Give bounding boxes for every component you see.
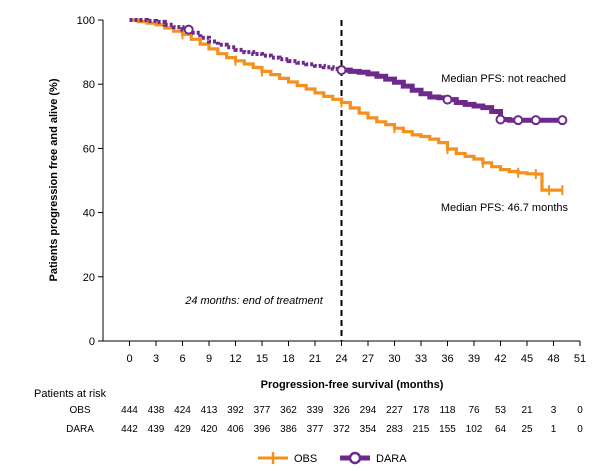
risk-count: 377 (307, 424, 324, 435)
x-tick-label: 30 (388, 353, 400, 365)
risk-count: 406 (227, 424, 244, 435)
x-tick-label: 9 (206, 353, 212, 365)
dara-censor-mark (336, 65, 347, 76)
risk-count: 339 (307, 405, 324, 416)
end-of-treatment-label: 24 months: end of treatment (184, 295, 324, 307)
x-tick-label: 36 (441, 353, 453, 365)
x-tick-label: 12 (229, 353, 241, 365)
risk-count: 283 (386, 424, 403, 435)
risk-count: 21 (521, 405, 533, 416)
dara-censor-mark (513, 115, 524, 126)
risk-count: 413 (201, 405, 218, 416)
dara-censor-mark (557, 115, 568, 126)
dara-censor-mark (442, 94, 453, 105)
legend-dara-marker (348, 451, 362, 465)
x-tick-label: 45 (521, 353, 533, 365)
x-tick-label: 0 (126, 353, 132, 365)
dara-censor-mark (495, 114, 506, 125)
risk-count: 155 (439, 424, 456, 435)
risk-count: 424 (174, 405, 191, 416)
y-tick-label: 100 (77, 15, 95, 27)
x-tick-label: 18 (282, 353, 294, 365)
risk-count: 429 (174, 424, 191, 435)
risk-count: 76 (468, 405, 480, 416)
dara-curve-early (129, 18, 344, 71)
risk-count: 444 (121, 405, 138, 416)
x-tick-label: 21 (309, 353, 321, 365)
risk-count: 438 (148, 405, 165, 416)
risk-count: 3 (551, 405, 557, 416)
risk-count: 25 (521, 424, 533, 435)
y-tick-label: 80 (83, 79, 95, 91)
risk-count: 396 (254, 424, 271, 435)
risk-count: 1 (551, 424, 557, 435)
risk-count: 439 (148, 424, 165, 435)
x-tick-label: 27 (362, 353, 374, 365)
risk-count: 102 (466, 424, 483, 435)
risk-count: 0 (577, 424, 583, 435)
x-tick-label: 3 (153, 353, 159, 365)
risk-count: 420 (201, 424, 218, 435)
risk-count: 362 (280, 405, 297, 416)
dara-median-annotation: Median PFS: not reached (441, 73, 566, 85)
y-tick-label: 20 (83, 272, 95, 284)
y-tick-label: 0 (89, 336, 95, 348)
x-tick-label: 51 (574, 353, 586, 365)
x-tick-label: 39 (468, 353, 480, 365)
risk-count: 326 (333, 405, 350, 416)
risk-row-label: OBS (69, 405, 90, 416)
y-axis-title: Patients progression free and alive (%) (48, 78, 60, 281)
risk-count: 0 (577, 405, 583, 416)
risk-count: 53 (495, 405, 507, 416)
x-tick-label: 6 (179, 353, 185, 365)
obs-median-annotation: Median PFS: 46.7 months (441, 202, 569, 214)
x-tick-label: 15 (256, 353, 268, 365)
patients-at-risk-table: Patients at risk OBS 444 438 424 413 392 377 36… (34, 388, 583, 435)
risk-count: 392 (227, 405, 244, 416)
risk-count: 294 (360, 405, 377, 416)
y-tick-label: 40 (83, 208, 95, 220)
risk-count: 118 (440, 405, 456, 416)
risk-count: 178 (413, 405, 430, 416)
x-tick-label: 33 (415, 353, 427, 365)
x-tick-label: 48 (547, 353, 559, 365)
risk-count: 215 (413, 424, 430, 435)
risk-count: 372 (333, 424, 350, 435)
risk-count: 442 (121, 424, 138, 435)
x-tick-label: 24 (335, 353, 347, 365)
x-tick-label: 42 (494, 353, 506, 365)
legend-dara-label: DARA (376, 453, 407, 465)
obs-curve (129, 18, 563, 192)
dara-curve-late (341, 67, 563, 123)
risk-row-label: DARA (66, 424, 94, 435)
y-tick-label: 60 (83, 143, 95, 155)
legend: OBS DARA (258, 451, 407, 465)
risk-table-header: Patients at risk (34, 388, 107, 400)
dara-censor-mark (530, 115, 541, 126)
risk-count: 354 (360, 424, 377, 435)
risk-count: 377 (254, 405, 271, 416)
risk-count: 64 (495, 424, 507, 435)
x-axis-title: Progression-free survival (months) (261, 379, 444, 391)
risk-count: 386 (280, 424, 297, 435)
risk-count: 227 (386, 405, 403, 416)
legend-obs-label: OBS (294, 453, 317, 465)
dara-censor-mark (183, 24, 194, 35)
